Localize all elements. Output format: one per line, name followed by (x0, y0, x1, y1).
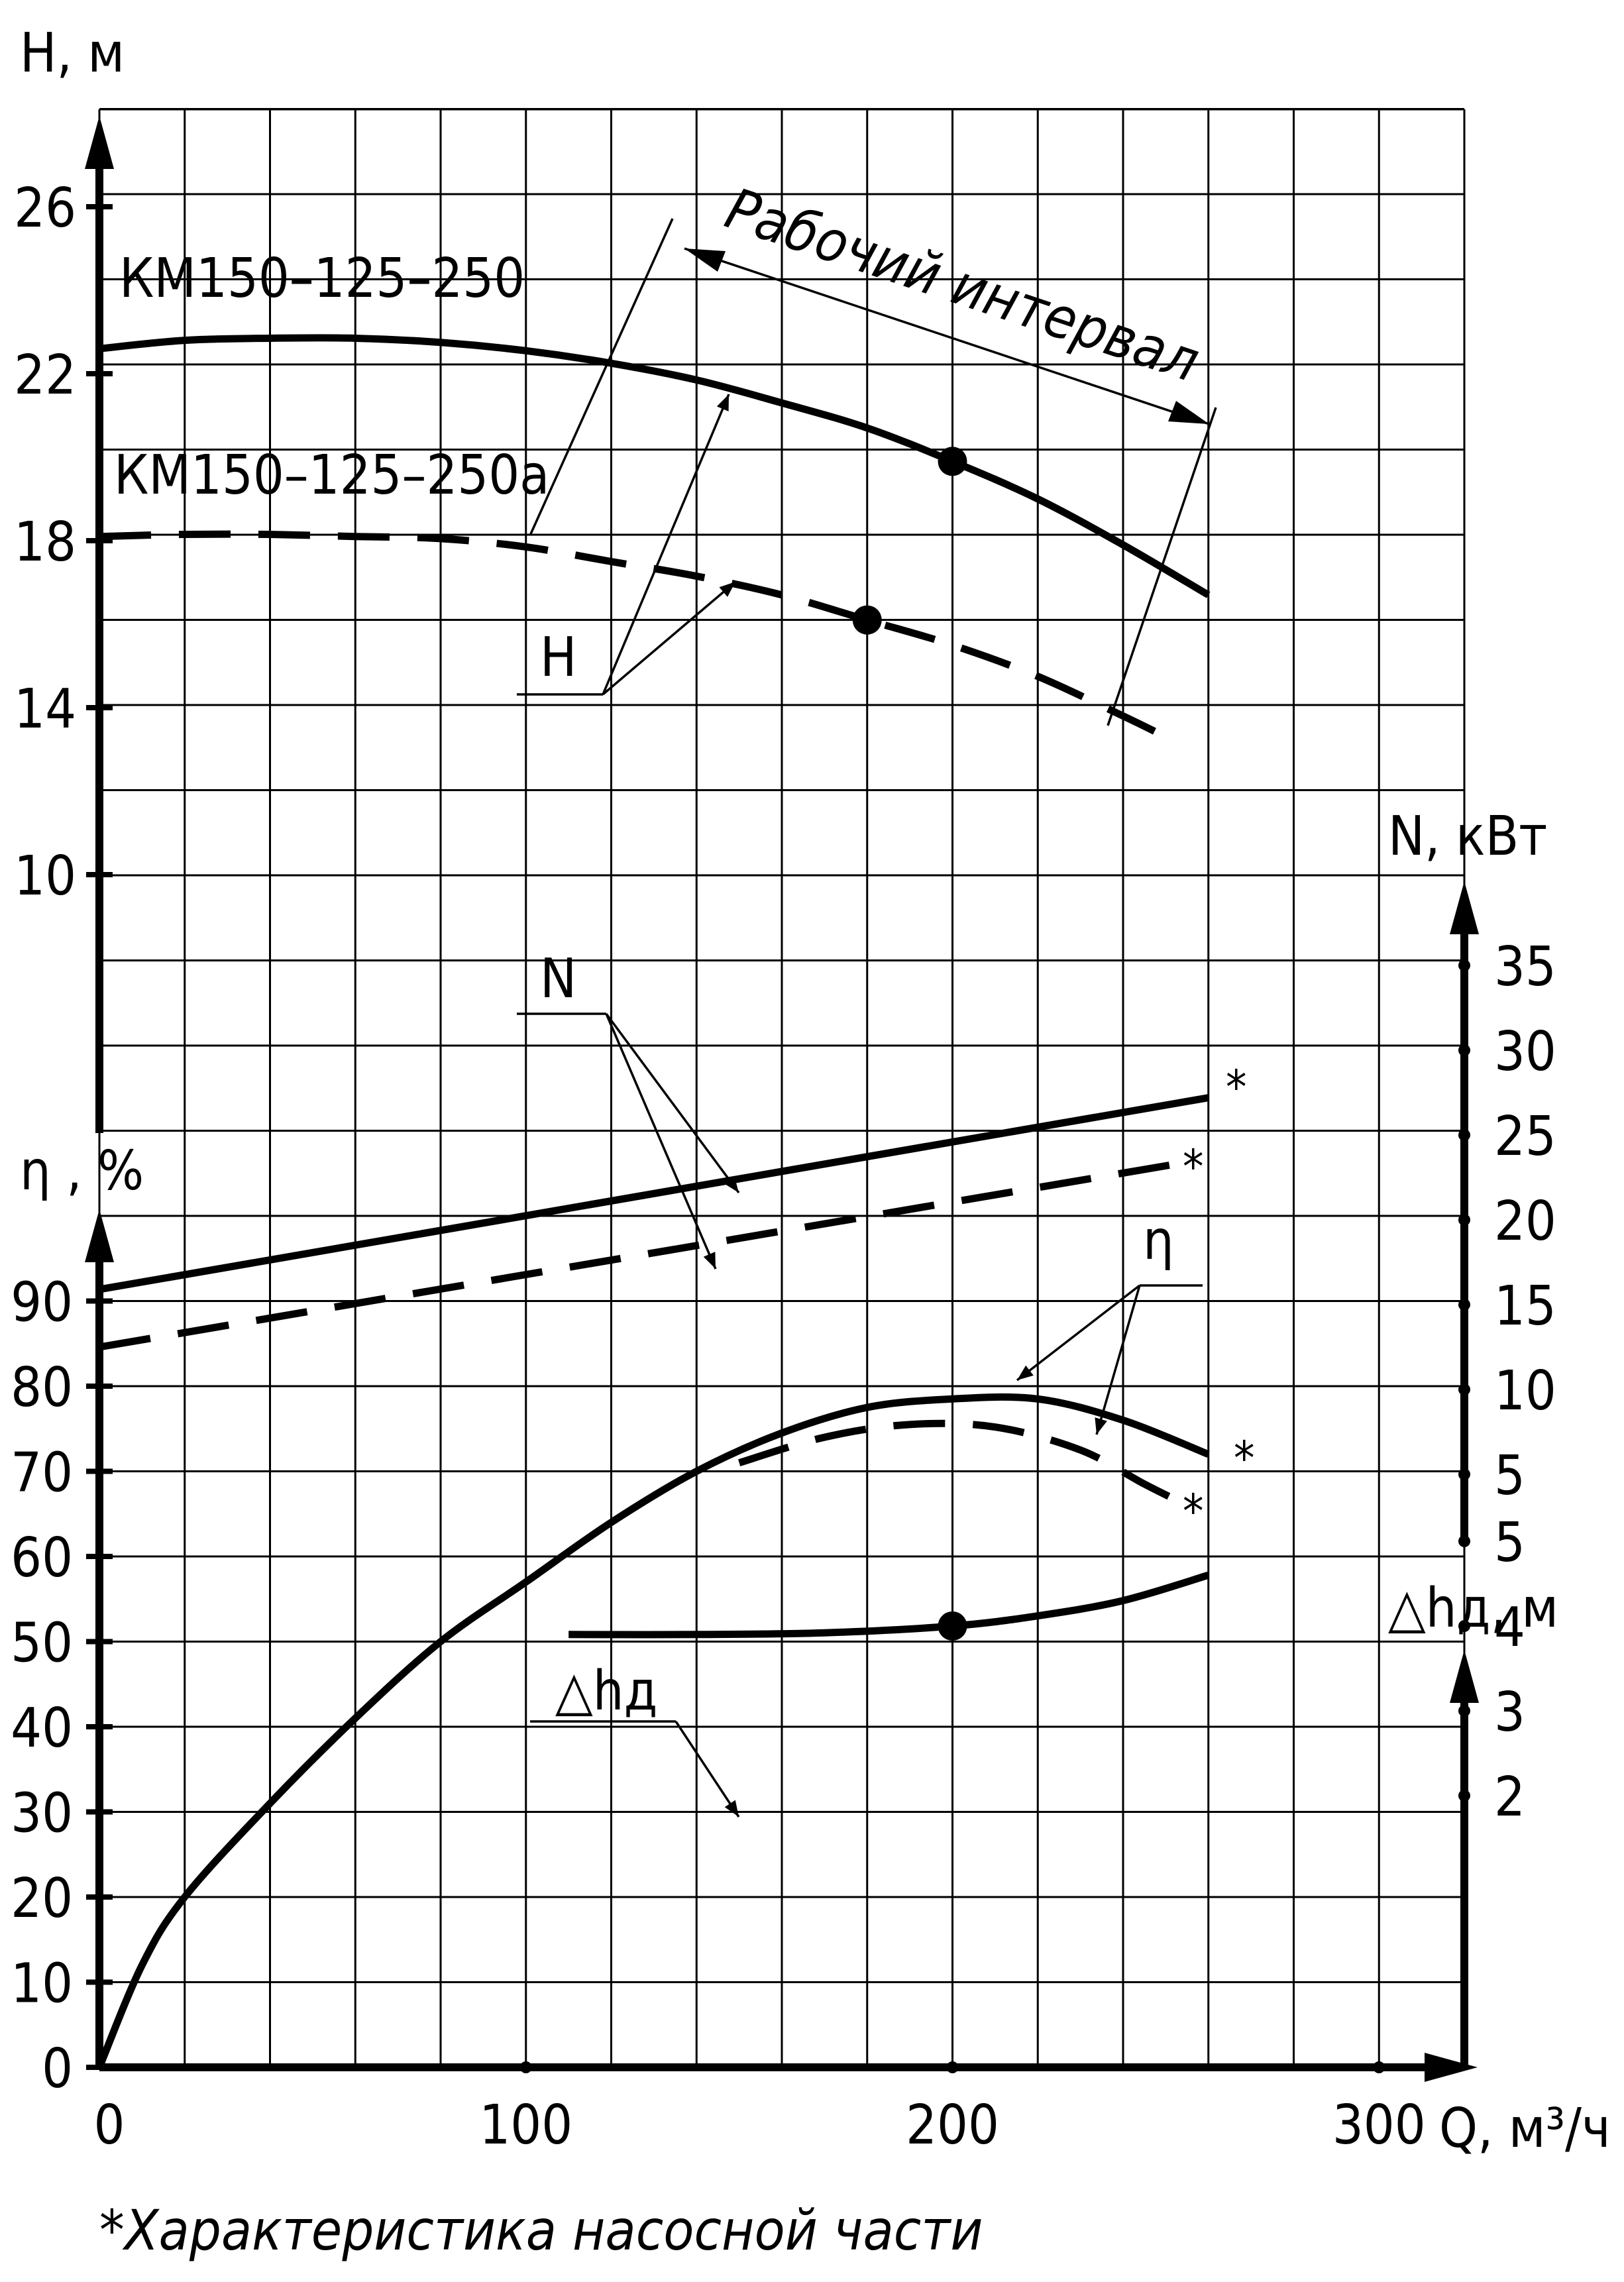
tick-label-head: 14 (14, 678, 76, 741)
tick-label-q: 300 (1332, 2094, 1426, 2157)
leader-arrow-H (602, 394, 730, 695)
leader-arrow-H (602, 580, 737, 696)
y-axis-title-head: H, м (20, 22, 125, 85)
tick-label-npsh: 2 (1494, 1766, 1525, 1829)
tick-mark (519, 2061, 532, 2073)
leader-label-npsh: △hд (555, 1660, 658, 1723)
curve-name-trimmed: КМ150–125–250а (114, 444, 549, 507)
tick-mark (1458, 1214, 1470, 1226)
tick-mark (1458, 1384, 1470, 1395)
series-△hд-full (568, 1571, 1210, 1639)
tick-label-head: 10 (14, 845, 76, 908)
y-axis-npsh-arrow (1450, 1650, 1479, 1703)
tick-label-q: 100 (479, 2094, 572, 2157)
working-range-left-boundary (529, 218, 674, 536)
y-axis-head-arrow (85, 116, 114, 169)
tick-label-head: 18 (14, 511, 76, 574)
chart-grid (98, 108, 1466, 2069)
x-axis-arrow (1425, 2053, 1478, 2082)
series-N-full (99, 1094, 1209, 1293)
tick-label-power: 30 (1494, 1020, 1556, 1083)
tick-label-power: 25 (1494, 1105, 1556, 1168)
footnote-text: Характеристика насосной части (122, 2198, 983, 2263)
curve-name-full: КМ150–125–250 (119, 247, 525, 310)
tick-labels: 1014182226010203040506070809051015202530… (11, 177, 1556, 2157)
tick-mark (1458, 1535, 1470, 1547)
y-axis-efficiency-arrow (85, 1209, 114, 1262)
tick-mark (1458, 1129, 1470, 1141)
tick-mark (1458, 1044, 1470, 1056)
tick-label-efficiency: 30 (11, 1782, 73, 1845)
tick-label-head: 26 (14, 177, 76, 240)
operating-point-marker (938, 1611, 967, 1641)
footnote: *Характеристика насосной части (99, 2198, 983, 2263)
tick-label-npsh: 4 (1494, 1596, 1525, 1659)
y-axis-title-power: N, кВт (1388, 805, 1547, 868)
asterisk-eta-full: * (1234, 1431, 1254, 1486)
tick-label-efficiency: 50 (11, 1612, 73, 1675)
tick-label-q: 200 (906, 2094, 999, 2157)
tick-label-power: 10 (1494, 1360, 1556, 1423)
y-axis-title-npsh: △hд, м (1388, 1577, 1558, 1640)
leader-arrow-N (605, 1013, 717, 1270)
working-range-arrow (684, 247, 1210, 425)
leader-label-eta: η (1143, 1209, 1174, 1272)
tick-label-q: 0 (94, 2094, 125, 2157)
tick-label-npsh: 5 (1494, 1511, 1525, 1574)
leader-arrow-eta (1016, 1284, 1141, 1382)
tick-label-power: 20 (1494, 1190, 1556, 1253)
tick-label-power: 5 (1494, 1444, 1525, 1507)
series-η-trimmed (738, 1419, 1189, 1509)
asterisk-eta-trimmed: * (1183, 1484, 1203, 1539)
tick-label-efficiency: 90 (11, 1272, 73, 1334)
leader-arrow-npsh (675, 1721, 740, 1818)
tick-label-efficiency: 80 (11, 1356, 73, 1419)
tick-mark (946, 2061, 959, 2073)
tick-label-efficiency: 60 (11, 1527, 73, 1590)
operating-point-marker (852, 605, 882, 635)
tick-mark (1458, 1468, 1470, 1480)
working-range-arrowhead (1168, 401, 1209, 424)
leader-label-H: H (540, 626, 577, 689)
tick-label-efficiency: 70 (11, 1442, 73, 1505)
asterisk-N-trimmed: * (1183, 1140, 1203, 1194)
data-series (95, 334, 1211, 2069)
series-H-trimmed (99, 530, 1167, 741)
tick-mark (1458, 959, 1470, 971)
tick-label-npsh: 3 (1494, 1681, 1525, 1744)
tick-label-efficiency: 20 (11, 1867, 73, 1930)
series-N-trimmed (99, 1158, 1188, 1351)
working-range-right-boundary (1107, 407, 1217, 726)
leader-arrow-eta (1095, 1285, 1141, 1435)
tick-label-head: 22 (14, 344, 76, 407)
asterisk-N-full: * (1226, 1060, 1246, 1114)
operating-point-marker (938, 447, 967, 476)
y-axis-power-arrow (1450, 881, 1479, 934)
tick-mark (1373, 2061, 1385, 2073)
leader-arrow-N (605, 1012, 740, 1194)
tick-mark (1458, 1620, 1470, 1632)
series-η-full (95, 1393, 1210, 2069)
tick-label-power: 35 (1494, 936, 1556, 999)
working-range-arrowhead (684, 248, 726, 272)
tick-label-efficiency: 40 (11, 1697, 73, 1760)
tick-label-efficiency: 0 (42, 2038, 73, 2100)
leader-label-N: N (540, 948, 576, 1010)
tick-mark (1458, 1790, 1470, 1802)
tick-label-power: 15 (1494, 1275, 1556, 1338)
chart-axes (85, 116, 1479, 2082)
tick-mark (1458, 1705, 1470, 1717)
tick-mark (1458, 1299, 1470, 1311)
tick-label-efficiency: 10 (11, 1953, 73, 2016)
y-axis-title-efficiency: η , % (20, 1140, 144, 1203)
x-axis-title: Q, м³/ч (1439, 2097, 1611, 2160)
series-H-full (99, 334, 1211, 598)
footnote-asterisk: * (99, 2198, 125, 2263)
